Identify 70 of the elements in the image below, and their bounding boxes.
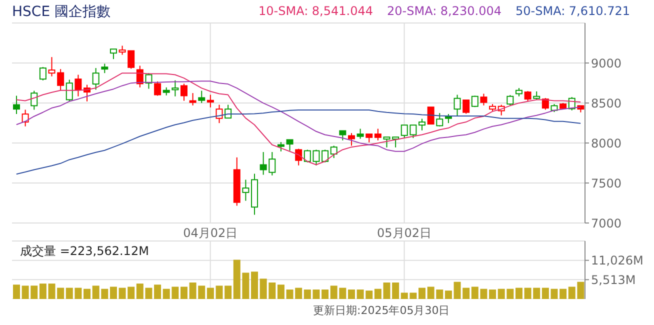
- y-tick-label: 7000: [591, 216, 622, 230]
- y-tick-label: 7500: [591, 176, 622, 190]
- candlestick: [392, 136, 400, 148]
- candlestick: [198, 90, 206, 104]
- bar: [322, 290, 329, 299]
- candlestick: [418, 118, 426, 131]
- candlestick: [277, 142, 284, 152]
- candlestick: [454, 94, 461, 116]
- candlestick: [542, 98, 549, 110]
- chart-title: HSCE 國企指數: [12, 3, 110, 21]
- candlestick: [322, 149, 329, 163]
- candlestick: [101, 63, 108, 74]
- candlestick: [189, 92, 196, 106]
- bar: [444, 290, 452, 299]
- candlestick: [356, 128, 364, 140]
- bar: [180, 286, 188, 299]
- y-tick-label: 11,026M: [591, 254, 644, 268]
- candlestick: [374, 128, 382, 141]
- candlestick: [330, 145, 338, 159]
- bar: [489, 290, 496, 299]
- candlestick: [39, 66, 46, 81]
- candlestick: [92, 68, 100, 90]
- bar: [39, 284, 46, 299]
- x-tick-label: 04月02日: [183, 226, 238, 240]
- bar: [277, 284, 284, 299]
- bar: [418, 288, 426, 299]
- candlestick: [383, 136, 390, 148]
- candlestick: [13, 95, 20, 115]
- candlestick: [286, 139, 294, 152]
- text: 20-SMA: 8,230.004: [387, 4, 502, 18]
- y-tick-label: 5,513M: [591, 272, 636, 287]
- candlestick: [506, 94, 514, 106]
- candlestick: [480, 93, 488, 106]
- bar: [110, 286, 117, 299]
- candlestick: [74, 74, 82, 97]
- text: 更新日期:2025年05月30日: [313, 303, 450, 318]
- bar: [348, 290, 355, 299]
- candlestick: [180, 83, 188, 102]
- candlestick: [444, 114, 452, 124]
- x-tick-label: 05月02日: [377, 226, 432, 240]
- bar: [515, 288, 522, 299]
- bar: [154, 284, 162, 299]
- candlestick: [295, 148, 302, 166]
- candlestick: [22, 109, 29, 127]
- candlestick: [66, 79, 73, 102]
- candlestick: [427, 106, 434, 125]
- y-tick-label: 9000: [591, 56, 622, 70]
- bar: [13, 284, 20, 299]
- bar: [560, 288, 567, 299]
- y-tick-label: 8500: [591, 96, 622, 110]
- text: 50-SMA: 7,610.721: [516, 4, 630, 18]
- bar: [84, 288, 91, 299]
- candlestick: [462, 100, 470, 114]
- candlestick: [30, 90, 38, 110]
- chart-title: 成交量 =223,562.12M: [20, 243, 149, 260]
- y-tick-label: 8000: [591, 136, 622, 150]
- candlestick: [339, 130, 346, 141]
- text: 10-SMA: 8,541.044: [258, 4, 373, 18]
- bar: [206, 288, 214, 299]
- candlestick: [154, 80, 162, 96]
- candlestick: [436, 112, 444, 127]
- bar: [392, 282, 400, 299]
- line-series: [16, 110, 582, 175]
- candlestick: [110, 48, 117, 60]
- candlestick: [242, 179, 250, 202]
- candlestick: [348, 132, 355, 146]
- candlestick: [524, 90, 532, 102]
- candlestick: [206, 94, 214, 108]
- candlestick: [172, 80, 179, 97]
- bar: [251, 272, 258, 299]
